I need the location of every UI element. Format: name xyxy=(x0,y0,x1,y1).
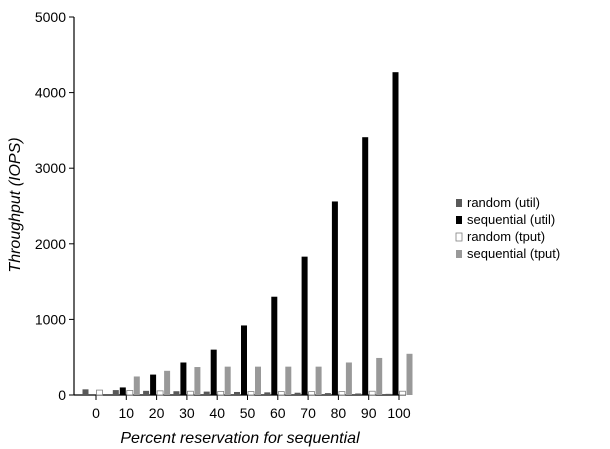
bar-random-util-60 xyxy=(264,392,271,395)
bar-random-tput-100 xyxy=(399,390,406,396)
bar-random-tput-0 xyxy=(96,389,103,396)
bar-random-tput-50 xyxy=(247,391,255,396)
x-tick-label: 60 xyxy=(270,405,286,421)
bar-random-tput-10 xyxy=(126,390,134,396)
bar-random-tput-60 xyxy=(277,391,285,396)
y-axis-title: Throughput (IOPS) xyxy=(7,137,24,272)
bar-sequential-tput-90 xyxy=(376,357,383,395)
bar-random-util-100 xyxy=(385,393,392,395)
bar-random-util-30 xyxy=(173,391,180,395)
x-tick-label: 30 xyxy=(179,405,195,421)
bar-random-tput-80 xyxy=(338,391,346,396)
bar-sequential-tput-60 xyxy=(285,366,292,395)
legend: random (util) sequential (util) random (tp… xyxy=(455,195,560,261)
bar-random-util-10 xyxy=(112,390,119,395)
x-tick-label: 70 xyxy=(300,405,316,421)
bar-sequential-tput-50 xyxy=(255,366,261,395)
y-tick-label: 0 xyxy=(58,387,66,403)
bar-sequential-util-90 xyxy=(362,137,369,396)
x-tick-label: 50 xyxy=(240,405,256,421)
bar-random-tput-40 xyxy=(217,390,225,396)
bar-sequential-tput-80 xyxy=(345,362,352,395)
bar-random-util-40 xyxy=(203,391,210,395)
axes xyxy=(73,17,406,396)
bar-sequential-util-50 xyxy=(241,325,247,395)
bar-random-util-90 xyxy=(355,393,362,395)
bar-sequential-tput-20 xyxy=(164,370,171,395)
legend-swatch xyxy=(456,216,462,224)
legend-label: sequential (util) xyxy=(467,212,555,227)
bar-sequential-util-30 xyxy=(180,362,187,395)
bar-random-util-80 xyxy=(324,393,331,395)
x-tick-label: 100 xyxy=(387,405,411,421)
bar-sequential-util-20 xyxy=(150,374,157,395)
bars xyxy=(82,72,413,396)
y-tick-label: 5000 xyxy=(35,9,66,25)
x-tick-label: 10 xyxy=(119,405,135,421)
x-tick-label: 0 xyxy=(92,405,100,421)
bar-sequential-util-40 xyxy=(210,349,217,395)
x-tick-label: 80 xyxy=(331,405,347,421)
legend-label: sequential (tput) xyxy=(467,246,560,261)
legend-label: random (tput) xyxy=(467,229,545,244)
bar-random-tput-90 xyxy=(368,390,376,396)
x-axis-title: Percent reservation for sequential xyxy=(120,430,360,447)
bar-random-util-50 xyxy=(234,391,240,395)
x-tick-label: 20 xyxy=(149,405,165,421)
legend-swatch xyxy=(455,232,463,242)
bar-sequential-tput-100 xyxy=(406,353,413,395)
bar-random-tput-30 xyxy=(186,390,194,396)
x-ticks: 0 10 20 30 40 50 60 70 80 90 100 xyxy=(92,395,411,421)
legend-swatch xyxy=(456,250,462,258)
bar-random-tput-20 xyxy=(156,390,164,396)
legend-label: random (util) xyxy=(467,195,540,210)
bar-sequential-tput-30 xyxy=(194,367,201,395)
y-tick-label: 4000 xyxy=(35,85,66,101)
x-tick-label: 40 xyxy=(209,405,225,421)
bar-random-util-70 xyxy=(294,392,301,395)
bar-sequential-util-10 xyxy=(119,387,126,395)
bar-sequential-tput-70 xyxy=(315,366,322,395)
bar-sequential-util-80 xyxy=(331,201,338,395)
y-tick-label: 2000 xyxy=(35,236,66,252)
bar-random-util-20 xyxy=(143,390,150,395)
x-tick-label: 90 xyxy=(361,405,377,421)
bar-sequential-util-100 xyxy=(392,72,399,396)
legend-swatch xyxy=(456,199,462,207)
y-tick-label: 3000 xyxy=(35,160,66,176)
y-tick-label: 1000 xyxy=(35,311,66,327)
bar-sequential-tput-10 xyxy=(133,376,140,395)
bar-random-util-0 xyxy=(82,389,89,395)
bar-random-tput-70 xyxy=(308,391,316,396)
bar-sequential-util-60 xyxy=(271,296,278,395)
bar-sequential-util-70 xyxy=(301,256,308,395)
bar-sequential-tput-40 xyxy=(224,366,231,395)
y-ticks: 0 1000 2000 3000 4000 5000 xyxy=(35,9,74,403)
